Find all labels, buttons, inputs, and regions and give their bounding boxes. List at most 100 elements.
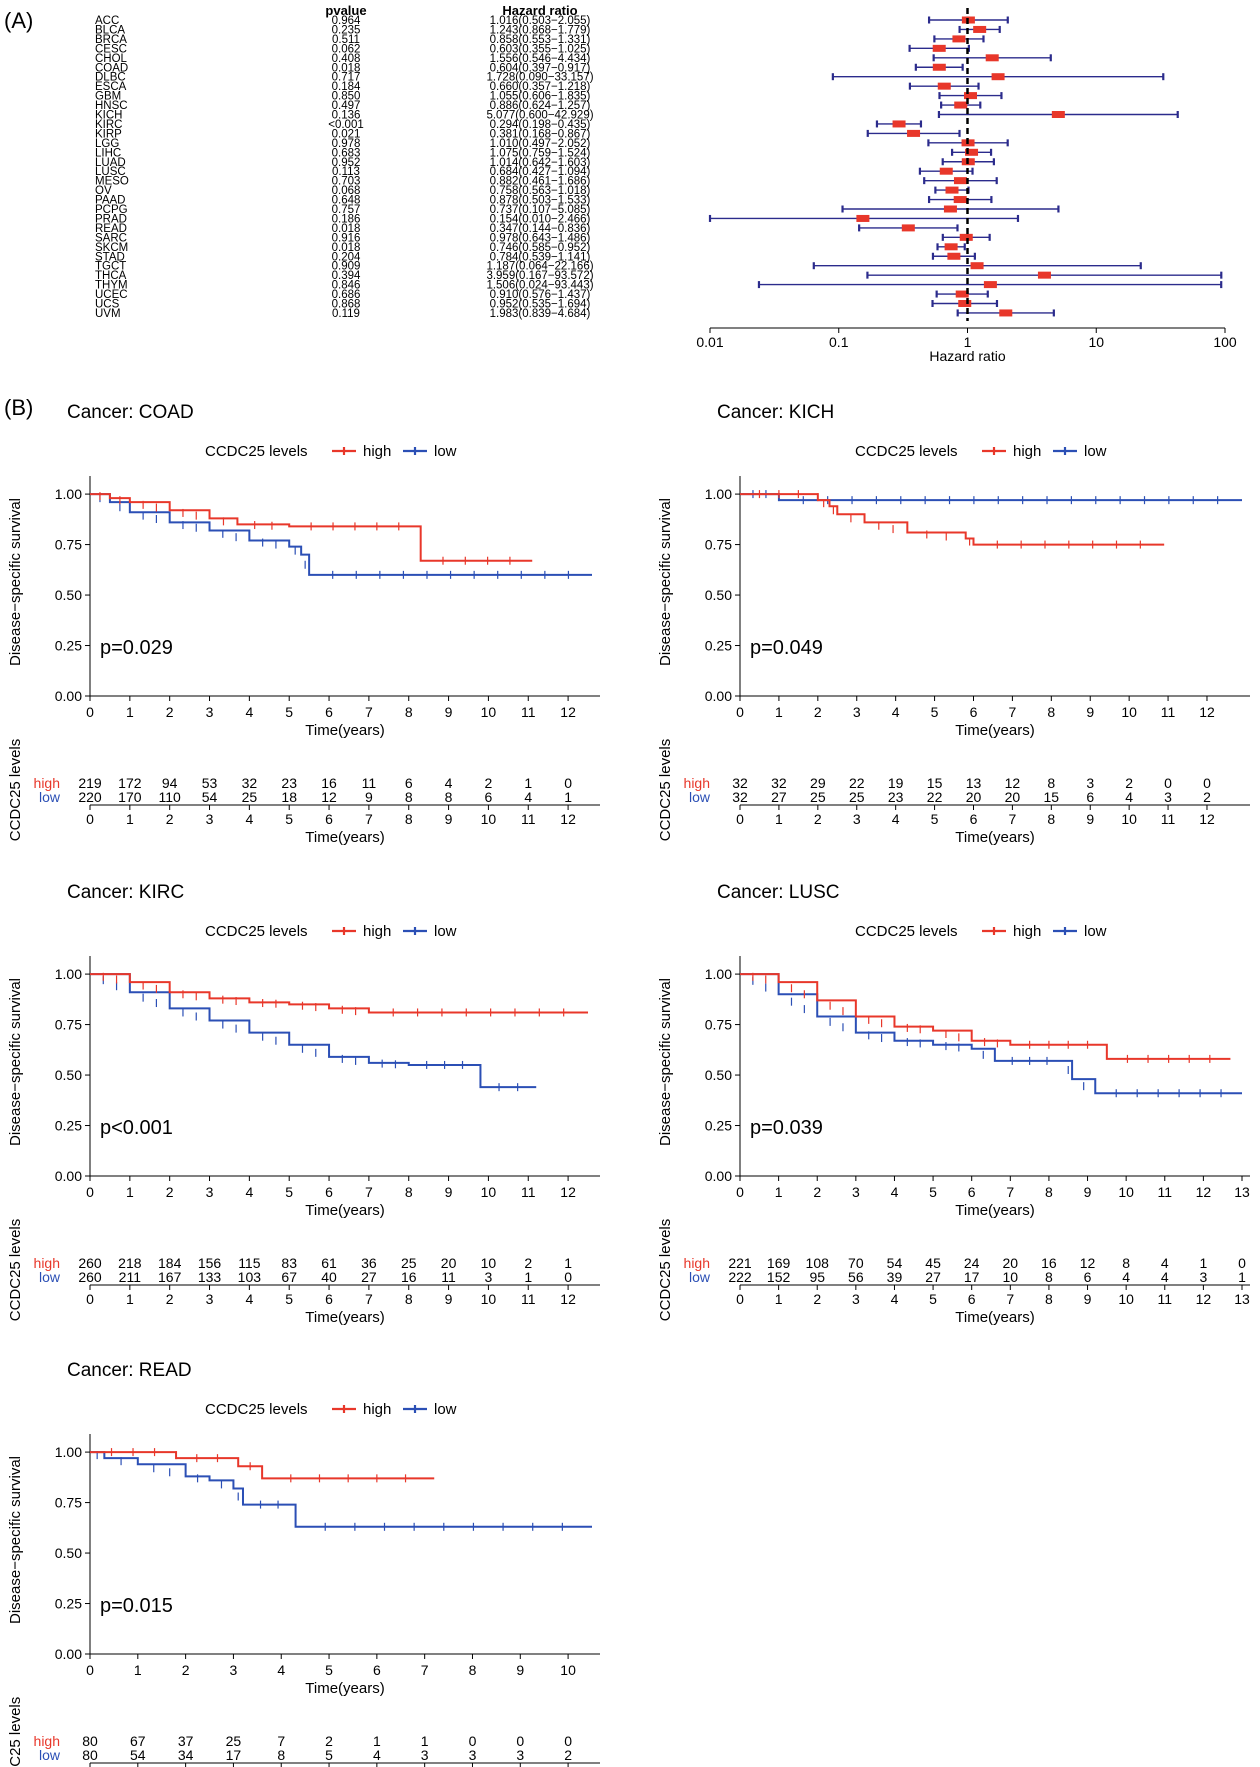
km-risk-high-count: 32 [732,775,748,791]
km-risk-high-count: 169 [767,1255,791,1271]
km-x-tick-label: 7 [365,704,373,720]
km-risk-low-count: 80 [82,1747,98,1763]
forest-hr-point [1051,111,1065,118]
panel-label-a: (A) [4,8,33,33]
km-risk-x-tick-label: 10 [481,1291,497,1307]
km-x-tick-label: 12 [560,704,576,720]
forest-pvalue: 0.964 [332,15,361,27]
km-risk-high-count: 25 [401,1255,417,1271]
km-risk-y-label: CCDC25 levels [657,739,674,842]
km-risk-low-count: 1 [1238,1269,1246,1285]
km-risk-x-tick-label: 12 [560,1291,576,1307]
km-y-tick-label: 0.00 [705,688,732,704]
km-risk-x-tick-label: 8 [1045,1291,1053,1307]
km-x-tick-label: 3 [230,1662,238,1678]
km-x-tick-label: 5 [285,704,293,720]
km-y-tick-label: 0.75 [705,537,732,553]
km-risk-x-tick-label: 0 [736,1291,744,1307]
km-legend-title: CCDC25 levels [855,923,958,940]
km-risk-x-tick-label: 1 [126,811,134,827]
km-risk-high-count: 0 [1203,775,1211,791]
km-risk-low-count: 10 [1003,1269,1019,1285]
km-risk-high-count: 11 [362,775,377,791]
forest-pvalue: 0.850 [332,91,361,103]
forest-cancer-label: PRAD [95,213,127,225]
km-risk-x-tick-label: 8 [1047,811,1055,827]
km-risk-high-count: 15 [927,775,943,791]
forest-pvalue: 0.408 [332,53,361,65]
forest-cancer-label: DLBC [95,72,126,84]
km-risk-x-tick-label: 6 [325,811,333,827]
km-risk-high-count: 1 [524,775,532,791]
forest-hr-text: 5.077(0.600−42.929) [486,110,593,122]
forest-hr-point [943,205,957,213]
km-risk-low-count: 11 [441,1269,456,1285]
km-risk-high-count: 218 [118,1255,142,1271]
km-risk-low-count: 4 [1125,789,1133,805]
km-risk-high-count: 2 [524,1255,532,1271]
km-risk-low-count: 22 [927,789,943,805]
km-risk-low-count: 4 [1122,1269,1130,1285]
km-risk-high-count: 4 [1161,1255,1169,1271]
km-risk-low-count: 12 [321,789,337,805]
km-risk-high-count: 37 [178,1733,194,1749]
forest-hr-point [970,262,984,270]
forest-pvalue: 0.062 [332,43,361,55]
forest-cancer-label: UCS [95,299,120,311]
km-risk-high-count: 13 [966,775,982,791]
km-x-label: Time(years) [305,722,384,739]
km-x-tick-label: 10 [560,1662,576,1678]
km-risk-low-count: 2 [1203,789,1211,805]
km-title: Cancer: KIRC [67,882,184,903]
forest-pvalue: <0.001 [328,119,364,131]
km-risk-low-count: 20 [966,789,982,805]
km-low-curve [90,493,592,576]
forest-hr-text: 0.347(0.144−0.836) [490,223,591,235]
km-risk-label-high: high [684,775,710,791]
forest-cancer-label: THYM [95,280,128,292]
km-legend-low: low [434,443,457,460]
km-risk-high-count: 1 [1199,1255,1207,1271]
km-x-tick-label: 1 [126,1184,134,1200]
km-pvalue: p<0.001 [100,1117,173,1139]
km-risk-x-tick-label: 6 [968,1291,976,1307]
km-risk-low-count: 110 [159,789,182,805]
forest-x-tick-label: 0.01 [696,334,723,350]
forest-hr-point [959,233,973,241]
km-risk-high-count: 108 [806,1255,830,1271]
km-risk-x-label: Time(years) [305,829,384,846]
km-y-tick-label: 0.25 [55,638,82,654]
km-risk-high-count: 20 [441,1255,457,1271]
forest-cancer-label: SARC [95,232,127,244]
km-risk-low-count: 15 [1044,789,1060,805]
km-risk-low-count: 4 [1161,1269,1169,1285]
km-x-tick-label: 12 [1199,704,1215,720]
forest-hr-point [954,101,968,109]
forest-pvalue: 0.018 [332,223,361,235]
km-risk-high-count: 0 [564,775,572,791]
forest-hr-point [953,196,967,204]
forest-hr-point [856,214,870,222]
km-y-label: Disease−specific survival [7,1456,24,1624]
km-risk-high-count: 23 [281,775,297,791]
km-risk-y-label: CCDC25 levels [7,1697,24,1767]
forest-hr-text: 0.886(0.624−1.257) [490,100,591,112]
forest-cancer-label: PAAD [95,195,125,207]
km-x-tick-label: 10 [1118,1184,1134,1200]
km-risk-high-count: 22 [849,775,865,791]
km-y-tick-label: 0.50 [55,1067,82,1083]
km-x-tick-label: 7 [1006,1184,1014,1200]
km-risk-low-count: 8 [277,1747,285,1763]
km-risk-x-label: Time(years) [955,829,1034,846]
km-risk-x-tick-label: 9 [445,811,453,827]
km-x-tick-label: 2 [166,704,174,720]
km-risk-high-count: 32 [771,775,787,791]
forest-pvalue: 0.648 [332,195,361,207]
km-y-tick-label: 0.00 [55,1646,82,1662]
km-risk-high-count: 45 [925,1255,941,1271]
km-risk-label-high: high [684,1255,710,1271]
forest-pvalue: 0.113 [332,166,360,178]
km-risk-low-count: 25 [810,789,826,805]
km-x-tick-label: 4 [245,1184,253,1200]
